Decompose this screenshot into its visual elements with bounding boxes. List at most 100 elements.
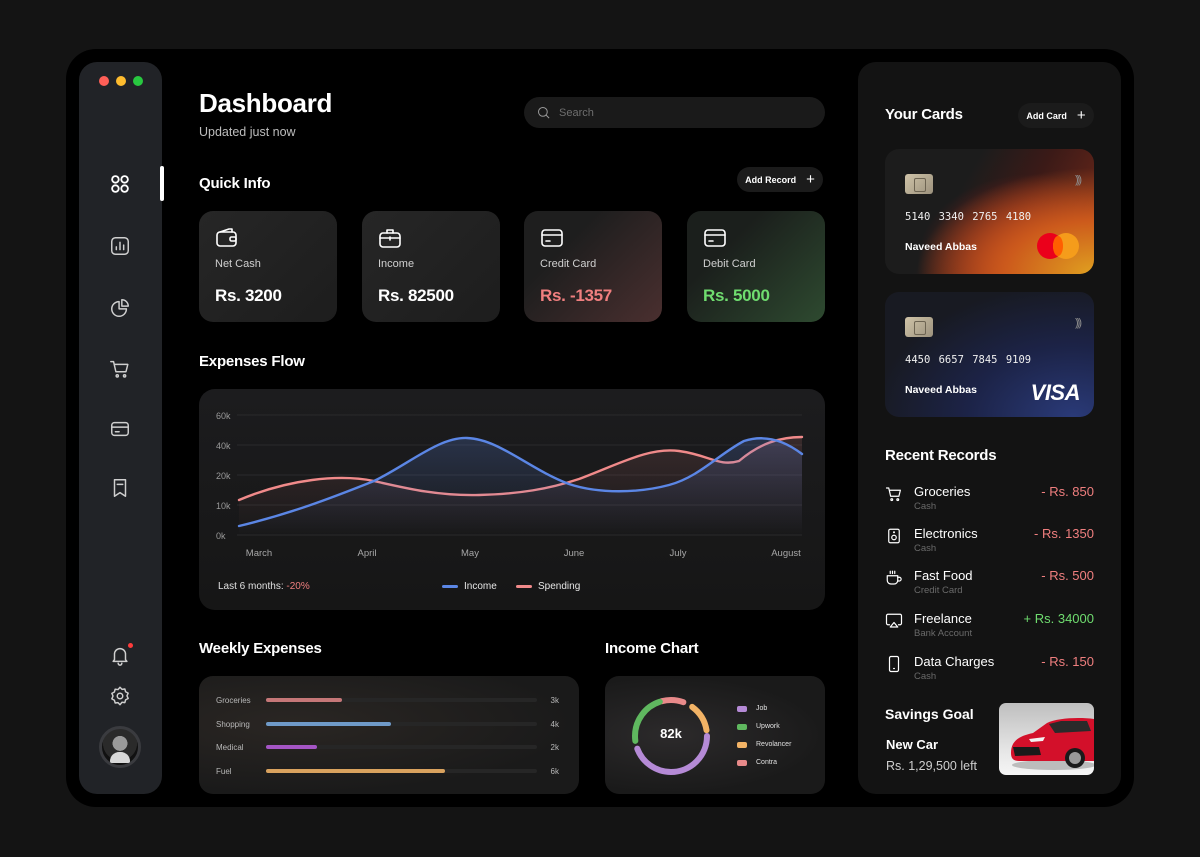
avatar[interactable] (99, 726, 141, 768)
legend-label: Spending (538, 581, 581, 592)
quick-card-income[interactable]: Income Rs. 82500 (362, 211, 500, 322)
record-item[interactable]: Electronics Cash - Rs. 1350 (885, 526, 1094, 560)
legend-label: Contra (756, 759, 778, 766)
donut-chart (632, 697, 710, 775)
y-tick: 40k (216, 441, 231, 451)
sidebar-item-shopping[interactable] (108, 357, 132, 381)
bank-card-visa[interactable]: ))) 4450 6657 7845 9109 Naveed Abbas VIS… (885, 292, 1094, 417)
record-item[interactable]: Fast Food Credit Card - Rs. 500 (885, 568, 1094, 602)
notifications-button[interactable] (108, 643, 133, 667)
weekly-row: Medical 2k (216, 740, 559, 754)
card-holder: Naveed Abbas (905, 384, 977, 396)
quick-card-label: Income (378, 258, 415, 270)
weekly-label: Fuel (216, 766, 232, 776)
quick-card-value: Rs. -1357 (540, 286, 612, 305)
legend-spending[interactable]: Spending (516, 581, 580, 592)
add-card-label: Add Card (1026, 110, 1067, 121)
legend-contra[interactable]: Contra (737, 759, 777, 766)
expenses-flow-chart: 60k 40k 20k 10k 0k March April May June … (199, 389, 825, 610)
weekly-expenses-chart: Groceries 3k Shopping 4k Medical 2k Fuel… (199, 676, 579, 794)
minimize-button[interactable] (116, 76, 126, 86)
speaker-icon (888, 528, 900, 544)
record-source: Credit Card (914, 585, 963, 596)
close-button[interactable] (99, 76, 109, 86)
x-tick: June (564, 548, 585, 559)
weekly-bar-track (266, 698, 537, 702)
window-controls (99, 76, 143, 86)
legend-swatch (516, 585, 532, 588)
search-icon (538, 107, 550, 119)
quick-card-net-cash[interactable]: Net Cash Rs. 3200 (199, 211, 337, 322)
briefcase-icon (379, 229, 401, 248)
add-record-button[interactable]: Add Record + (737, 167, 823, 192)
maximize-button[interactable] (133, 76, 143, 86)
savings-goal-remaining: Rs. 1,29,500 left (886, 759, 978, 773)
quick-card-credit-card[interactable]: Credit Card Rs. -1357 (524, 211, 662, 322)
sidebar (79, 62, 162, 794)
sidebar-item-dashboard[interactable] (108, 172, 132, 196)
search-bar[interactable] (524, 97, 825, 128)
legend-job[interactable]: Job (737, 705, 767, 712)
car-image[interactable] (999, 703, 1094, 775)
record-title: Fast Food (914, 568, 973, 583)
grid-icon (111, 175, 129, 193)
chip-icon (905, 317, 933, 337)
x-tick: July (670, 548, 687, 559)
settings-button[interactable] (108, 684, 132, 708)
plus-icon: + (806, 171, 815, 188)
legend-swatch (737, 723, 747, 730)
bell-icon (112, 647, 128, 666)
y-tick: 60k (216, 411, 231, 421)
phone-icon (888, 655, 900, 673)
record-item[interactable]: Groceries Cash - Rs. 850 (885, 484, 1094, 518)
card-number: 5140 3340 2765 4180 (905, 211, 1032, 223)
weekly-label: Groceries (216, 695, 251, 705)
y-tick: 10k (216, 501, 231, 511)
weekly-label: Medical (216, 742, 244, 752)
sidebar-item-cards[interactable] (108, 417, 132, 441)
weekly-value: 3k (550, 695, 559, 705)
x-tick: March (246, 548, 272, 559)
x-tick: May (461, 548, 479, 559)
record-item[interactable]: Freelance Bank Account + Rs. 34000 (885, 611, 1094, 645)
weekly-bar-fill (266, 745, 318, 749)
expenses-flow-title: Expenses Flow (199, 353, 305, 370)
sidebar-item-reports[interactable] (108, 296, 132, 320)
quick-card-label: Debit Card (703, 258, 756, 270)
weekly-expenses-title: Weekly Expenses (199, 640, 322, 657)
line-chart: 60k 40k 20k 10k 0k March April May June … (216, 411, 804, 559)
legend-income[interactable]: Income (442, 581, 497, 592)
page-subtitle: Updated just now (199, 125, 296, 139)
income-donut-chart: 82k Job Upwork Revolancer Contra (605, 676, 825, 794)
wallet-icon (216, 228, 237, 247)
record-source: Bank Account (914, 628, 973, 639)
y-tick: 0k (216, 531, 226, 541)
bank-card-mastercard[interactable]: ))) 5140 3340 2765 4180 Naveed Abbas (885, 149, 1094, 274)
record-amount: - Rs. 150 (1041, 654, 1094, 669)
chart-summary: Last 6 months: -20% (218, 581, 310, 592)
car-icon (1011, 718, 1094, 770)
page-title: Dashboard (199, 88, 333, 118)
add-card-button[interactable]: Add Card + (1018, 103, 1094, 128)
weekly-bar-track (266, 745, 537, 749)
quick-card-debit-card[interactable]: Debit Card Rs. 5000 (687, 211, 825, 322)
legend-upwork[interactable]: Upwork (737, 723, 780, 730)
legend-swatch (737, 741, 747, 748)
legend-swatch (442, 585, 458, 588)
x-tick: August (771, 548, 801, 559)
chart-summary-label: Last 6 months: (218, 581, 287, 592)
quick-info-title: Quick Info (199, 175, 271, 192)
legend-revolancer[interactable]: Revolancer (737, 741, 791, 748)
record-title: Freelance (914, 611, 972, 626)
chart-summary-change: -20% (286, 581, 310, 592)
sidebar-item-analytics[interactable] (108, 234, 132, 258)
credit-card-icon (541, 229, 563, 247)
income-chart-title: Income Chart (605, 640, 699, 657)
sidebar-item-bookmarks[interactable] (108, 476, 132, 500)
record-source: Cash (914, 671, 937, 682)
record-amount: - Rs. 850 (1041, 484, 1094, 499)
gear-icon (111, 686, 129, 706)
record-item[interactable]: Data Charges Cash - Rs. 150 (885, 654, 1094, 688)
search-input[interactable] (559, 106, 799, 119)
weekly-label: Shopping (216, 719, 250, 729)
